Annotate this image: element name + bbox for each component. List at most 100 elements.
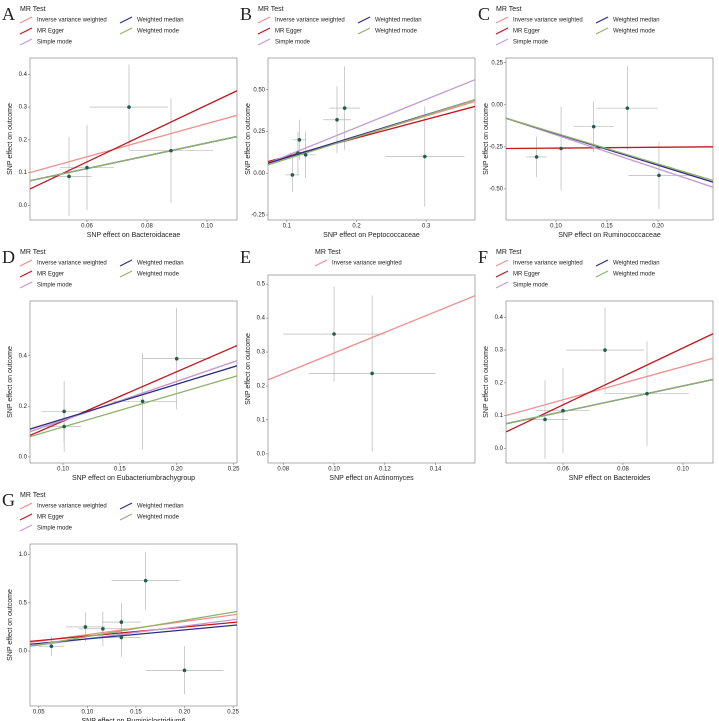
panel: G MR Test Inverse variance weighted MR Egge…: [2, 490, 240, 721]
legend-swatch: [495, 38, 509, 46]
legend-label: Weighted median: [613, 261, 660, 267]
panel: E MR Test Inverse variance weighted 0.08 0.1…: [240, 247, 476, 482]
legend-label: Weighted mode: [613, 29, 656, 35]
legend-title: MR Test: [20, 6, 46, 13]
legend-swatch: [495, 281, 509, 289]
x-tick-label: 0.06: [81, 224, 93, 230]
legend-swatch: [19, 259, 33, 267]
regression-line: [268, 99, 475, 166]
legend-label: Simple mode: [513, 283, 549, 289]
legend-label: Weighted median: [137, 261, 184, 267]
legend-label: Weighted median: [613, 18, 660, 24]
legend-swatch: [314, 259, 328, 267]
x-axis-label: SNP effect on Peptococcaceae: [323, 232, 420, 239]
x-tick-label: 0.10: [201, 224, 213, 230]
legend-label: MR Egger: [513, 29, 540, 35]
snp-point: [645, 391, 649, 396]
legend-label: Simple mode: [37, 40, 73, 46]
legend-label: Inverse variance weighted: [37, 504, 107, 510]
panel-label: G: [2, 490, 15, 510]
y-tick-label: 0.0: [495, 446, 504, 452]
legend-label: Weighted mode: [137, 29, 180, 35]
y-tick-label: 0.25: [253, 129, 265, 135]
x-tick-label: 0.20: [171, 467, 183, 473]
plot-frame: [267, 57, 476, 221]
snp-point: [143, 578, 148, 583]
plot-area: [30, 64, 237, 216]
y-axis-label: SNP effect on outcome: [7, 346, 14, 418]
legend-swatch: [119, 513, 133, 521]
snp-point: [127, 105, 131, 109]
plot-frame: [29, 300, 238, 464]
snp-point: [303, 153, 308, 157]
snp-point: [119, 620, 124, 624]
legend-label: MR Egger: [37, 272, 64, 278]
panel-label: F: [478, 247, 488, 267]
snp-point: [332, 332, 336, 336]
panel-label: E: [240, 247, 251, 267]
regression-line: [506, 117, 713, 182]
legend-label: Inverse variance weighted: [37, 261, 107, 267]
regression-line: [506, 378, 713, 425]
y-tick-label: 0.4: [19, 72, 28, 78]
y-tick-label: 0.4: [257, 316, 266, 322]
regression-line: [30, 135, 237, 182]
snp-point: [335, 117, 339, 122]
y-axis-label: SNP effect on outcome: [483, 346, 490, 418]
legend-swatch: [595, 259, 609, 267]
regression-line: [30, 360, 237, 433]
x-tick-label: 0.10: [81, 710, 93, 716]
legend-label: Weighted median: [137, 504, 184, 510]
snp-point: [182, 668, 187, 673]
plot-frame: [505, 300, 714, 464]
legend-label: MR Egger: [37, 29, 64, 35]
x-tick-label: 0.10: [57, 467, 69, 473]
regression-line: [506, 357, 713, 417]
regression-line: [506, 333, 713, 433]
legend-swatch: [19, 524, 33, 532]
y-tick-label: 0.3: [495, 348, 504, 354]
regression-line: [506, 117, 713, 188]
plot-area: [30, 551, 237, 695]
legend-label: Weighted median: [375, 18, 422, 24]
legend-label: Inverse variance weighted: [513, 18, 583, 24]
panel-label: D: [2, 247, 15, 267]
legend-swatch: [19, 513, 33, 521]
y-tick-label: 0.2: [19, 404, 28, 410]
regression-line: [268, 79, 475, 164]
snp-point: [534, 155, 539, 159]
legend-label: MR Egger: [275, 29, 302, 35]
y-tick-label: 0.1: [495, 413, 504, 419]
legend-label: Weighted mode: [613, 272, 656, 278]
y-tick-label: 0.4: [19, 353, 28, 359]
y-tick-label: 0.2: [495, 380, 504, 386]
legend-swatch: [495, 259, 509, 267]
y-tick-label: 0.1: [257, 417, 266, 423]
regression-line: [30, 618, 237, 647]
legend-swatch: [119, 259, 133, 267]
x-tick-label: 0.08: [617, 467, 629, 473]
y-tick-label: 1.0: [19, 552, 28, 558]
panel-label: B: [240, 4, 252, 24]
y-tick-label: 0.3: [19, 105, 28, 111]
x-tick-label: 0.20: [652, 224, 664, 230]
snp-point: [342, 106, 347, 110]
legend-swatch: [257, 16, 271, 24]
legend-label: Inverse variance weighted: [37, 18, 107, 24]
legend-swatch: [19, 270, 33, 278]
x-tick-label: 0.25: [228, 467, 240, 473]
legend-label: Simple mode: [275, 40, 311, 46]
snp-point: [591, 124, 596, 129]
panel: A MR Test Inverse variance weighted MR Egge…: [2, 4, 238, 239]
y-tick-label: 0.5: [19, 600, 28, 606]
y-tick-label: 0.0: [19, 649, 28, 655]
legend-label: Simple mode: [513, 40, 549, 46]
snp-point: [83, 625, 88, 629]
plot-area: [506, 307, 713, 459]
x-tick-label: 0.15: [601, 224, 613, 230]
legend-label: MR Egger: [37, 515, 64, 521]
snp-point: [543, 417, 547, 422]
x-tick-label: 0.10: [328, 467, 340, 473]
legend-swatch: [19, 16, 33, 24]
legend-swatch: [595, 16, 609, 24]
